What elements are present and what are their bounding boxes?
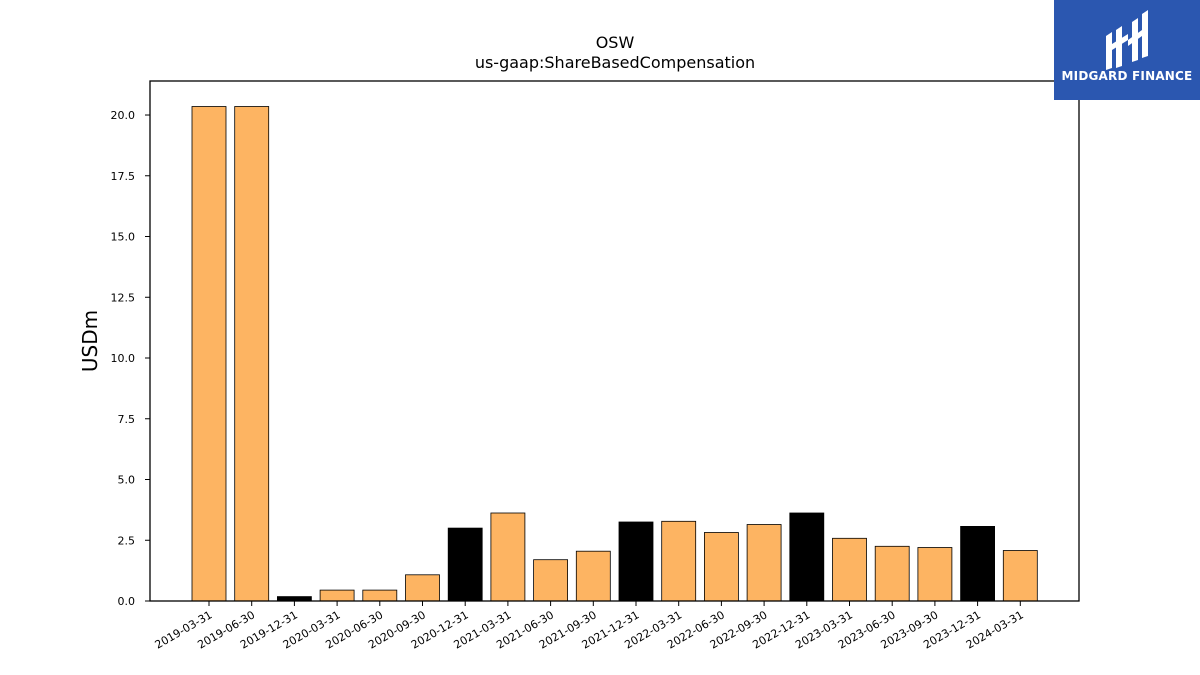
- x-ticks-group: 2019-03-312019-06-302019-12-312020-03-31…: [153, 601, 1026, 652]
- bar-2019-12-31: [276, 596, 312, 602]
- bar-2021-09-30: [575, 550, 611, 602]
- bar-2022-06-30: [704, 532, 739, 602]
- bar-2023-12-31: [960, 526, 995, 602]
- y-tick-label: 17.5: [111, 170, 136, 183]
- y-tick-label: 15.0: [111, 231, 136, 244]
- bar-2020-12-31: [447, 527, 483, 602]
- logo-mark-icon: [1106, 10, 1148, 70]
- bar-2022-09-30: [746, 524, 782, 602]
- bar-2023-06-30: [874, 545, 910, 602]
- bar-2020-06-30: [362, 589, 398, 602]
- y-axis-label: USDm: [78, 310, 102, 372]
- bar-2023-09-30: [917, 547, 953, 602]
- y-tick-label: 5.0: [118, 474, 136, 487]
- chart-title: OSW: [596, 33, 635, 52]
- brand-logo: MIDGARD FINANCE: [1054, 0, 1200, 100]
- bar-2022-12-31: [789, 512, 825, 602]
- chart-subtitle: us-gaap:ShareBasedCompensation: [475, 53, 755, 72]
- y-tick-label: 12.5: [111, 291, 136, 304]
- plot-frame: [149, 80, 1080, 602]
- y-tick-label: 0.0: [118, 595, 136, 608]
- y-tick-label: 10.0: [111, 352, 136, 365]
- bar-2019-06-30: [234, 106, 270, 602]
- bar-2021-03-31: [490, 512, 526, 602]
- bar-2021-06-30: [533, 559, 568, 602]
- y-tick-label: 7.5: [118, 413, 136, 426]
- y-tick-label: 20.0: [111, 109, 136, 122]
- bar-2024-03-31: [1002, 550, 1038, 602]
- bar-2021-12-31: [618, 521, 654, 602]
- bar-2020-09-30: [405, 574, 440, 602]
- bar-2019-03-31: [191, 106, 227, 602]
- bars-group: [191, 106, 1038, 602]
- bar-2023-03-31: [832, 537, 867, 602]
- bar-2022-03-31: [661, 520, 697, 602]
- logo-text: MIDGARD FINANCE: [1061, 69, 1193, 83]
- bar-2020-03-31: [319, 589, 355, 602]
- y-ticks-group: 0.0 2.5 5.0 7.5 10.0 12.5 15.0 17.5 20.0: [111, 109, 150, 608]
- y-tick-label: 2.5: [118, 534, 136, 547]
